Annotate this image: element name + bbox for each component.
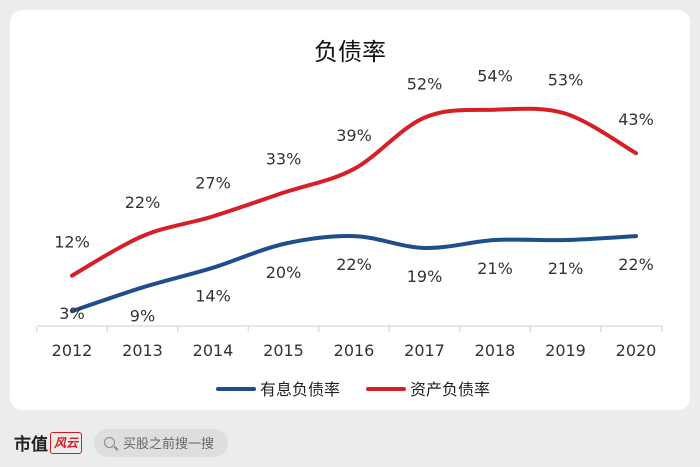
line-chart: 负债率 2012 2013 2014 2015 2016 2017 2018 2019 2020… — [36, 38, 663, 399]
search-button[interactable]: 买股之前搜一搜 — [94, 428, 229, 457]
logo-text: 市值 — [14, 435, 48, 455]
x-tick-label: 2020 — [616, 341, 657, 360]
x-tick-label: 2015 — [263, 341, 304, 360]
data-label: 53% — [548, 71, 584, 90]
x-tick-label: 2017 — [404, 341, 445, 360]
data-label: 43% — [618, 110, 654, 129]
brand-logo[interactable]: 市值 风云 — [14, 430, 83, 455]
logo-mark: 风云 — [50, 431, 83, 454]
data-label: 22% — [125, 193, 161, 212]
x-tick-label: 2018 — [475, 341, 516, 360]
data-label: 52% — [407, 75, 443, 94]
data-label: 19% — [407, 267, 443, 286]
data-label: 21% — [548, 259, 584, 278]
data-label: 20% — [266, 263, 302, 282]
series-line — [70, 234, 638, 314]
data-label: 27% — [195, 173, 231, 192]
data-label: 14% — [195, 287, 231, 306]
data-label: 39% — [336, 126, 372, 145]
plot-area: 2012 2013 2014 2015 2016 2017 2018 2019 2020 12% 2… — [36, 67, 663, 360]
search-placeholder: 买股之前搜一搜 — [123, 437, 215, 452]
data-label: 21% — [477, 259, 513, 278]
chart-legend: 有息负债率 资产负债率 — [216, 380, 490, 399]
x-tick-label: 2012 — [52, 341, 93, 360]
data-label: 22% — [336, 255, 372, 274]
footer-bar: 市值 风云 买股之前搜一搜 — [0, 418, 700, 467]
data-label: 22% — [618, 255, 654, 274]
chart-card: 负债率 2012 2013 2014 2015 2016 2017 2018 2019 2020… — [10, 10, 690, 410]
data-label: 12% — [54, 233, 90, 252]
legend-label: 有息负债率 — [260, 380, 340, 399]
data-label: 33% — [266, 150, 302, 169]
x-tick-label: 2013 — [122, 341, 163, 360]
data-label: 9% — [130, 306, 155, 325]
x-tick-label: 2014 — [193, 341, 234, 360]
data-label: 3% — [59, 304, 84, 323]
chart-title: 负债率 — [314, 38, 386, 66]
data-label: 54% — [477, 67, 513, 86]
x-tick-label: 2016 — [334, 341, 375, 360]
series-line — [70, 106, 638, 278]
legend-label: 资产负债率 — [410, 380, 490, 399]
search-icon — [104, 437, 116, 448]
x-tick-label: 2019 — [545, 341, 586, 360]
